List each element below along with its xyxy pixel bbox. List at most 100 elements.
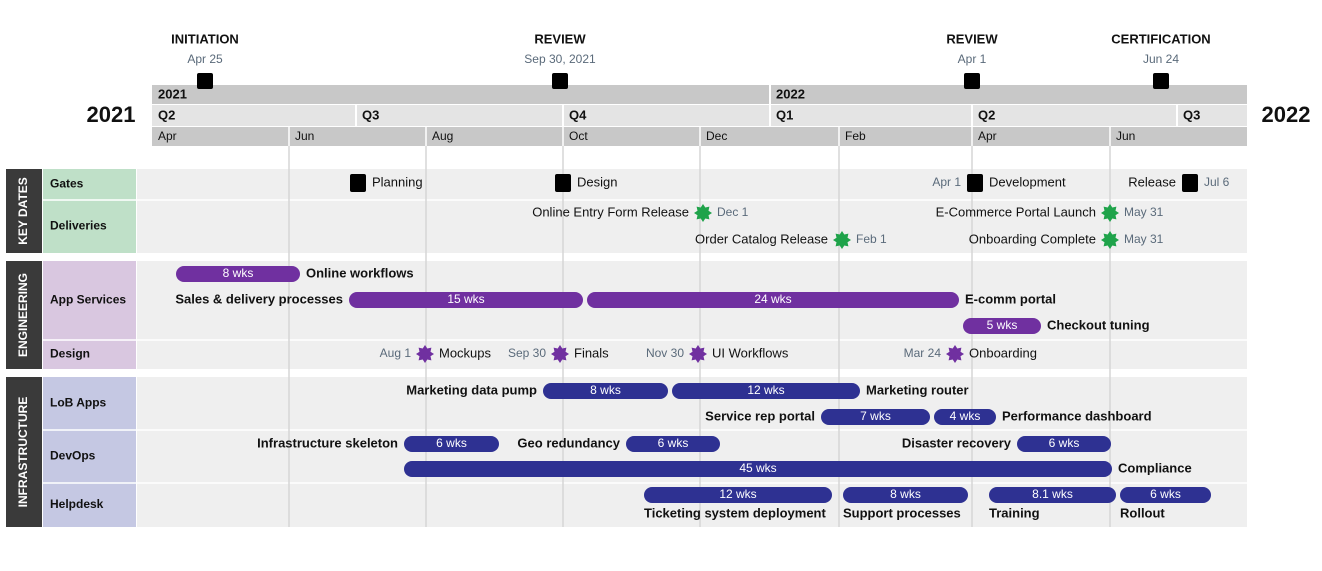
row-header [43, 430, 136, 483]
milestone-date: Apr 1 [958, 52, 987, 66]
month-label: Aug [432, 129, 453, 143]
section-title: KEY DATES [16, 177, 30, 245]
task-bar [644, 487, 832, 503]
task-bar [349, 292, 583, 308]
task-label: Training [989, 505, 1040, 520]
task-duration: 12 wks [719, 487, 756, 501]
row-header [43, 483, 136, 527]
milestone-date: Jul 6 [1204, 175, 1230, 189]
milestone-title: CERTIFICATION [1111, 31, 1210, 46]
month-label: Dec [706, 129, 727, 143]
quarter-label: Q1 [776, 107, 793, 122]
year-band [152, 85, 1247, 104]
task-label: Rollout [1120, 505, 1165, 520]
task-label: E-comm portal [965, 291, 1056, 306]
task-label: Support processes [843, 505, 961, 520]
milestone-date: Nov 30 [646, 346, 684, 360]
gate-marker [967, 174, 983, 192]
task-duration: 5 wks [987, 318, 1018, 332]
row-label: Deliveries [50, 219, 107, 233]
task-duration: 6 wks [658, 436, 689, 450]
task-bar [672, 383, 860, 399]
task-duration: 8 wks [590, 383, 621, 397]
task-bar [404, 461, 1112, 477]
year-left: 2021 [87, 102, 136, 127]
milestone-date: Apr 25 [187, 52, 223, 66]
month-label: Oct [569, 129, 588, 143]
task-duration: 6 wks [1049, 436, 1080, 450]
task-bar [543, 383, 668, 399]
task-duration: 12 wks [747, 383, 784, 397]
task-bar [934, 409, 996, 425]
row-label: Gates [50, 177, 84, 191]
section-title: INFRASTRUCTURE [16, 397, 30, 508]
task-label: Performance dashboard [1002, 408, 1152, 423]
year-right: 2022 [1262, 102, 1311, 127]
milestone-star [833, 231, 851, 249]
month-label: Apr [158, 129, 177, 143]
year-label: 2022 [776, 86, 805, 101]
milestone-date: Sep 30, 2021 [524, 52, 596, 66]
milestone-label: Mockups [439, 345, 492, 360]
task-bar [404, 436, 499, 452]
quarter-label: Q2 [978, 107, 995, 122]
task-bar [626, 436, 720, 452]
milestone-date: Feb 1 [856, 232, 887, 246]
row-header [43, 169, 136, 200]
milestone-date: May 31 [1124, 205, 1164, 219]
quarter-label: Q3 [1183, 107, 1200, 122]
gate-marker [350, 174, 366, 192]
milestone-title: REVIEW [534, 31, 586, 46]
task-label: Marketing data pump [406, 382, 537, 397]
task-duration: 6 wks [1150, 487, 1181, 501]
task-bar [176, 266, 300, 282]
task-label: Infrastructure skeleton [257, 435, 398, 450]
task-bar [1120, 487, 1211, 503]
milestone-star [416, 345, 434, 363]
task-label: Checkout tuning [1047, 317, 1150, 332]
milestone-label: Onboarding [969, 345, 1037, 360]
milestone-marker [1153, 73, 1169, 89]
task-duration: 45 wks [739, 461, 776, 475]
quarter-label: Q4 [569, 107, 587, 122]
task-bar [963, 318, 1041, 334]
milestone-date: Apr 1 [932, 175, 961, 189]
task-duration: 7 wks [860, 409, 891, 423]
milestone-title: REVIEW [946, 31, 998, 46]
milestone-label: Planning [372, 174, 423, 189]
task-label: Geo redundancy [517, 435, 620, 450]
milestone-date: Mar 24 [904, 346, 942, 360]
task-label: Sales & delivery processes [175, 291, 343, 306]
section-side [6, 169, 42, 253]
row-header [43, 200, 136, 253]
milestone-title: INITIATION [171, 31, 239, 46]
task-label: Disaster recovery [902, 435, 1012, 450]
row-header [43, 377, 136, 430]
milestone-label: E-Commerce Portal Launch [936, 204, 1096, 219]
task-bar [587, 292, 959, 308]
task-label: Service rep portal [705, 408, 815, 423]
month-label: Feb [845, 129, 866, 143]
task-duration: 24 wks [754, 292, 791, 306]
milestone-star [946, 345, 964, 363]
quarter-label: Q2 [158, 107, 175, 122]
milestone-date: Aug 1 [380, 346, 412, 360]
task-duration: 8 wks [890, 487, 921, 501]
task-duration: 4 wks [950, 409, 981, 423]
task-label: Marketing router [866, 382, 969, 397]
task-label: Online workflows [306, 265, 414, 280]
quarter-band [152, 105, 1247, 126]
milestone-label: Development [989, 174, 1066, 189]
section-side [6, 377, 42, 527]
milestone-label: Design [577, 174, 617, 189]
row-label: DevOps [50, 449, 96, 463]
milestone-date: May 31 [1124, 232, 1164, 246]
milestone-label: Order Catalog Release [695, 231, 828, 246]
milestone-label: UI Workflows [712, 345, 789, 360]
task-bar [1017, 436, 1111, 452]
milestone-label: Release [1128, 174, 1176, 189]
task-label: Compliance [1118, 460, 1192, 475]
section-content [137, 169, 1247, 253]
milestone-date: Sep 30 [508, 346, 546, 360]
gate-marker [555, 174, 571, 192]
